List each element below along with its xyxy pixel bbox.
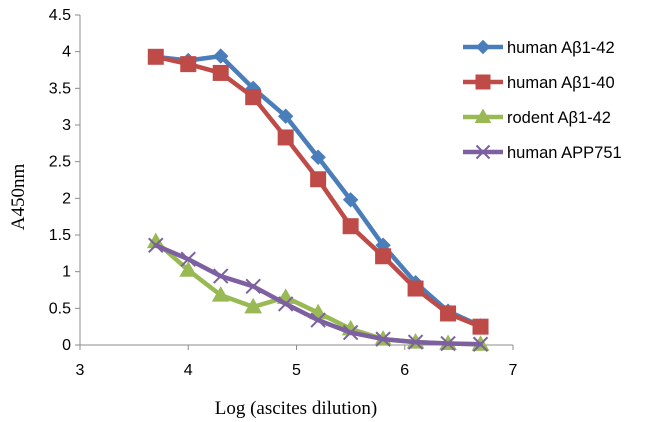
x-tick-label: 6 [400,362,409,379]
legend-marker [475,144,491,160]
data-point [375,331,391,347]
x-tick-label: 5 [292,362,301,379]
x-marker-stroke [180,251,196,267]
data-point [342,218,359,235]
data-point [277,296,294,312]
x-tick-label: 4 [184,362,193,379]
legend-item-1: human Aβ1-42 [463,39,615,57]
data-point [212,64,229,81]
legend-item-2: human Aβ1-40 [463,74,615,92]
x-marker-stroke [375,331,391,347]
data-point [148,237,164,253]
y-tick-label: 1 [62,264,71,281]
data-point [147,48,164,65]
x-marker-stroke [407,334,424,350]
legend: human Aβ1-42 human Aβ1-40 rodent Aβ1-42 hum… [463,39,622,162]
legend-item-4: human APP751 [463,144,622,162]
x-marker-stroke [472,336,489,352]
data-point [180,56,197,73]
data-point [277,108,294,124]
x-marker-stroke [310,312,326,328]
x-marker-stroke [245,278,261,295]
y-tick-label: 1.5 [49,227,71,244]
x-marker-stroke [440,335,456,352]
data-point [472,318,489,335]
data-point [213,268,229,284]
x-marker-stroke [148,237,164,253]
y-tick-label: 3.5 [49,80,71,97]
data-point [440,335,456,352]
x-tick-label: 3 [76,362,85,379]
y-tick-label: 3 [62,117,71,134]
data-point [180,251,196,267]
data-point [310,171,327,188]
data-point [472,336,489,352]
data-point [179,261,198,277]
legend-marker [475,39,491,55]
data-point [407,280,424,297]
data-point [342,192,359,208]
legend-label: rodent Aβ1-42 [507,109,611,127]
series-line [153,239,483,347]
data-point [440,305,457,322]
data-point [244,297,263,314]
y-axis-title: A450nm [8,164,29,231]
y-tick-label: 2.5 [49,154,71,171]
series-4 [148,237,489,352]
series-1 [148,48,489,334]
legend-label: human Aβ1-40 [507,74,615,92]
series-layer [146,48,490,352]
x-marker-stroke [213,268,229,284]
legend-marker [475,74,491,90]
data-point [277,129,294,146]
series-2 [147,48,489,335]
data-point [310,312,326,328]
x-marker-stroke [277,296,294,312]
axes: 0 0.5 1 1.5 2 2.5 3 3.5 4 4.5 3 4 5 6 7 [49,7,518,379]
x-marker-stroke [342,324,359,341]
data-point [310,149,326,165]
data-point [213,48,229,64]
data-point [407,334,424,350]
y-tick-label: 0.5 [49,300,71,317]
y-tick-label: 0 [62,337,71,354]
data-point [245,89,262,106]
legend-marker [474,108,492,123]
series-3 [146,232,490,351]
y-tick-label: 2 [62,190,71,207]
x-marker-stroke [475,144,491,160]
legend-label: human APP751 [507,144,622,162]
x-tick-label: 7 [509,362,518,379]
data-point [375,248,392,265]
data-point [211,286,230,302]
legend-item-3: rodent Aβ1-42 [463,108,611,127]
y-tick-label: 4 [62,44,71,61]
y-tick-label: 4.5 [49,7,71,24]
x-axis-title: Log (ascites dilution) [215,398,378,419]
legend-label: human Aβ1-42 [507,39,615,57]
series-line [153,54,483,329]
data-point [342,324,359,341]
data-point [245,278,261,295]
